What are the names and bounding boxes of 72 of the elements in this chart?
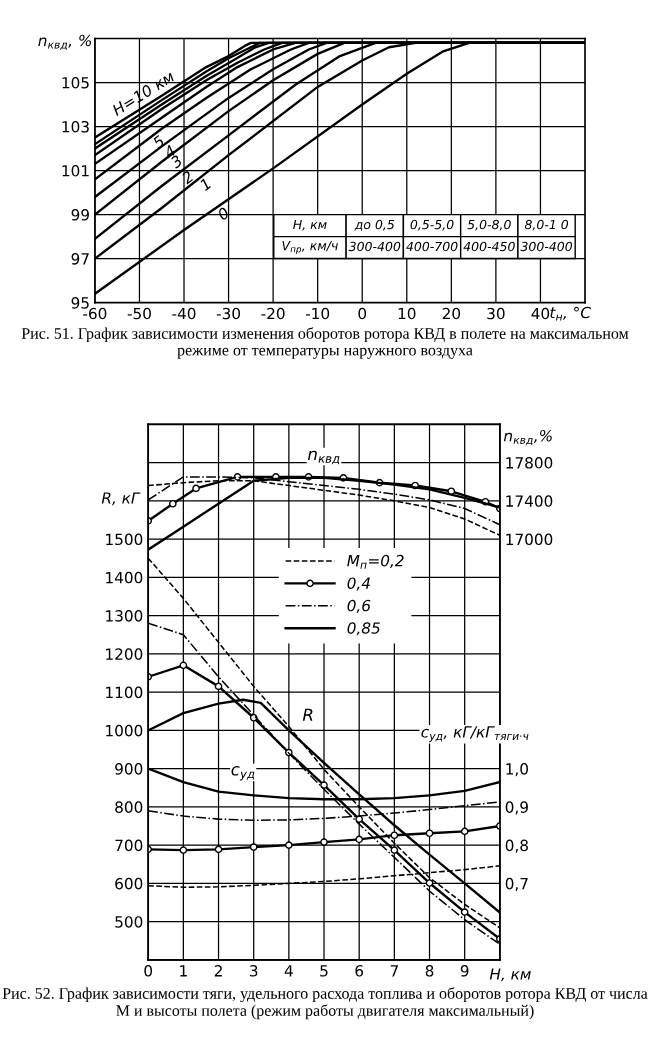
x-tick-label: 30 bbox=[487, 307, 505, 320]
x-tick-label: 4 bbox=[284, 965, 293, 977]
legend-label: 0,85 bbox=[347, 622, 380, 636]
x-axis-title: t$_{н}$, °C bbox=[550, 306, 591, 321]
y-tick-label: 103 bbox=[62, 121, 89, 133]
text: 2 bbox=[180, 170, 195, 185]
y-tick-label: 1000 bbox=[106, 724, 143, 737]
y-tick-label: 600 bbox=[115, 877, 143, 890]
annotation: 0,5-5,0 bbox=[410, 219, 454, 231]
annotation: 300-400 bbox=[348, 241, 401, 252]
y-tick-label: 1500 bbox=[106, 533, 143, 546]
y3-axis-title: c$_{уд}$, кГ/кГ$_{тяги·ч}$ bbox=[421, 726, 529, 743]
y-tick-label: 1300 bbox=[106, 610, 143, 622]
y3-tick-label: 0,7 bbox=[505, 877, 528, 891]
y3-tick-label: 0,9 bbox=[505, 801, 528, 815]
y-tick-label: 1200 bbox=[106, 648, 143, 660]
x-tick-label: -10 bbox=[305, 307, 330, 320]
y-tick-label: 95 bbox=[71, 297, 89, 309]
text: 1 bbox=[198, 178, 211, 192]
x-tick-label: 1 bbox=[180, 965, 187, 977]
y2-tick-label: 17800 bbox=[506, 457, 553, 469]
x-tick-label: -20 bbox=[261, 307, 285, 320]
x-tick-label: -40 bbox=[172, 307, 196, 320]
annotation: 5,0-8,0 bbox=[467, 219, 511, 231]
y-axis-title: n$_{квд}$, % bbox=[38, 34, 91, 50]
annotation: V$_{пр}$, км/ч bbox=[282, 241, 338, 255]
annotation: 400-450 bbox=[463, 241, 515, 252]
x-tick-label: -60 bbox=[83, 307, 107, 320]
annotation: до 0,5 bbox=[354, 219, 395, 231]
y-tick-label: 1400 bbox=[106, 571, 143, 584]
x-tick-label: 0 bbox=[358, 307, 367, 320]
annotation: c$_{уд}$ bbox=[231, 765, 255, 781]
x-tick-label: -50 bbox=[127, 307, 151, 320]
x-tick-label: 8 bbox=[425, 965, 434, 977]
y-tick-label: 1100 bbox=[106, 686, 143, 699]
x-tick-label: 3 bbox=[250, 965, 258, 977]
x-tick-label: 10 bbox=[398, 307, 416, 320]
y2-tick-label: 17400 bbox=[506, 495, 553, 507]
y-tick-label: 900 bbox=[115, 763, 143, 775]
y-tick-label: 99 bbox=[71, 209, 89, 221]
x-tick-label: 5 bbox=[320, 965, 328, 977]
annotation: n$_{квд}$ bbox=[307, 450, 340, 465]
x-tick-label: 20 bbox=[442, 307, 461, 320]
x-tick-label: 2 bbox=[214, 965, 222, 977]
legend-label: M$_{п}$=0,2 bbox=[347, 554, 404, 569]
y-tick-label: 800 bbox=[115, 801, 143, 813]
y-tick-label: 101 bbox=[62, 165, 89, 177]
y2-axis-title: n$_{квд}$,% bbox=[503, 429, 552, 446]
x-tick-label: 7 bbox=[390, 965, 398, 977]
y3-tick-label: 1,0 bbox=[506, 763, 528, 777]
annotation: 300-400 bbox=[520, 241, 573, 252]
y3-tick-label: 0,8 bbox=[505, 839, 528, 853]
x-axis-title: H, км bbox=[489, 968, 531, 982]
y-tick-label: 97 bbox=[71, 253, 89, 265]
annotation: 8,0-1 0 bbox=[524, 219, 569, 231]
text: Рис. 52. График зависимости тяги, удельного расхода топлива и оборотов ротора КВД от числа М и высоты полета (режим работы двигателя максимальный) bbox=[2, 987, 648, 1020]
y-tick-label: 500 bbox=[115, 916, 143, 928]
x-tick-label: 40 bbox=[531, 307, 550, 320]
legend-label: 0,4 bbox=[347, 577, 370, 591]
y-axis-title: R, кГ bbox=[101, 492, 141, 506]
annotation: 400-700 bbox=[406, 241, 458, 252]
x-tick-label: 9 bbox=[460, 965, 469, 977]
annotation: H, км bbox=[293, 219, 327, 231]
legend-label: 0,6 bbox=[347, 599, 371, 613]
x-tick-label: -30 bbox=[216, 307, 241, 320]
y2-tick-label: 17000 bbox=[506, 533, 553, 546]
text: Рис. 51. График зависимости изменения оборотов ротора КВД в полете на максимальном режиме от температуры наружного воздуха bbox=[21, 327, 629, 359]
x-tick-label: 0 bbox=[144, 965, 153, 977]
y-tick-label: 105 bbox=[62, 76, 89, 89]
y-tick-label: 700 bbox=[115, 839, 143, 852]
x-tick-label: 6 bbox=[355, 965, 364, 977]
annotation: R bbox=[302, 708, 313, 721]
